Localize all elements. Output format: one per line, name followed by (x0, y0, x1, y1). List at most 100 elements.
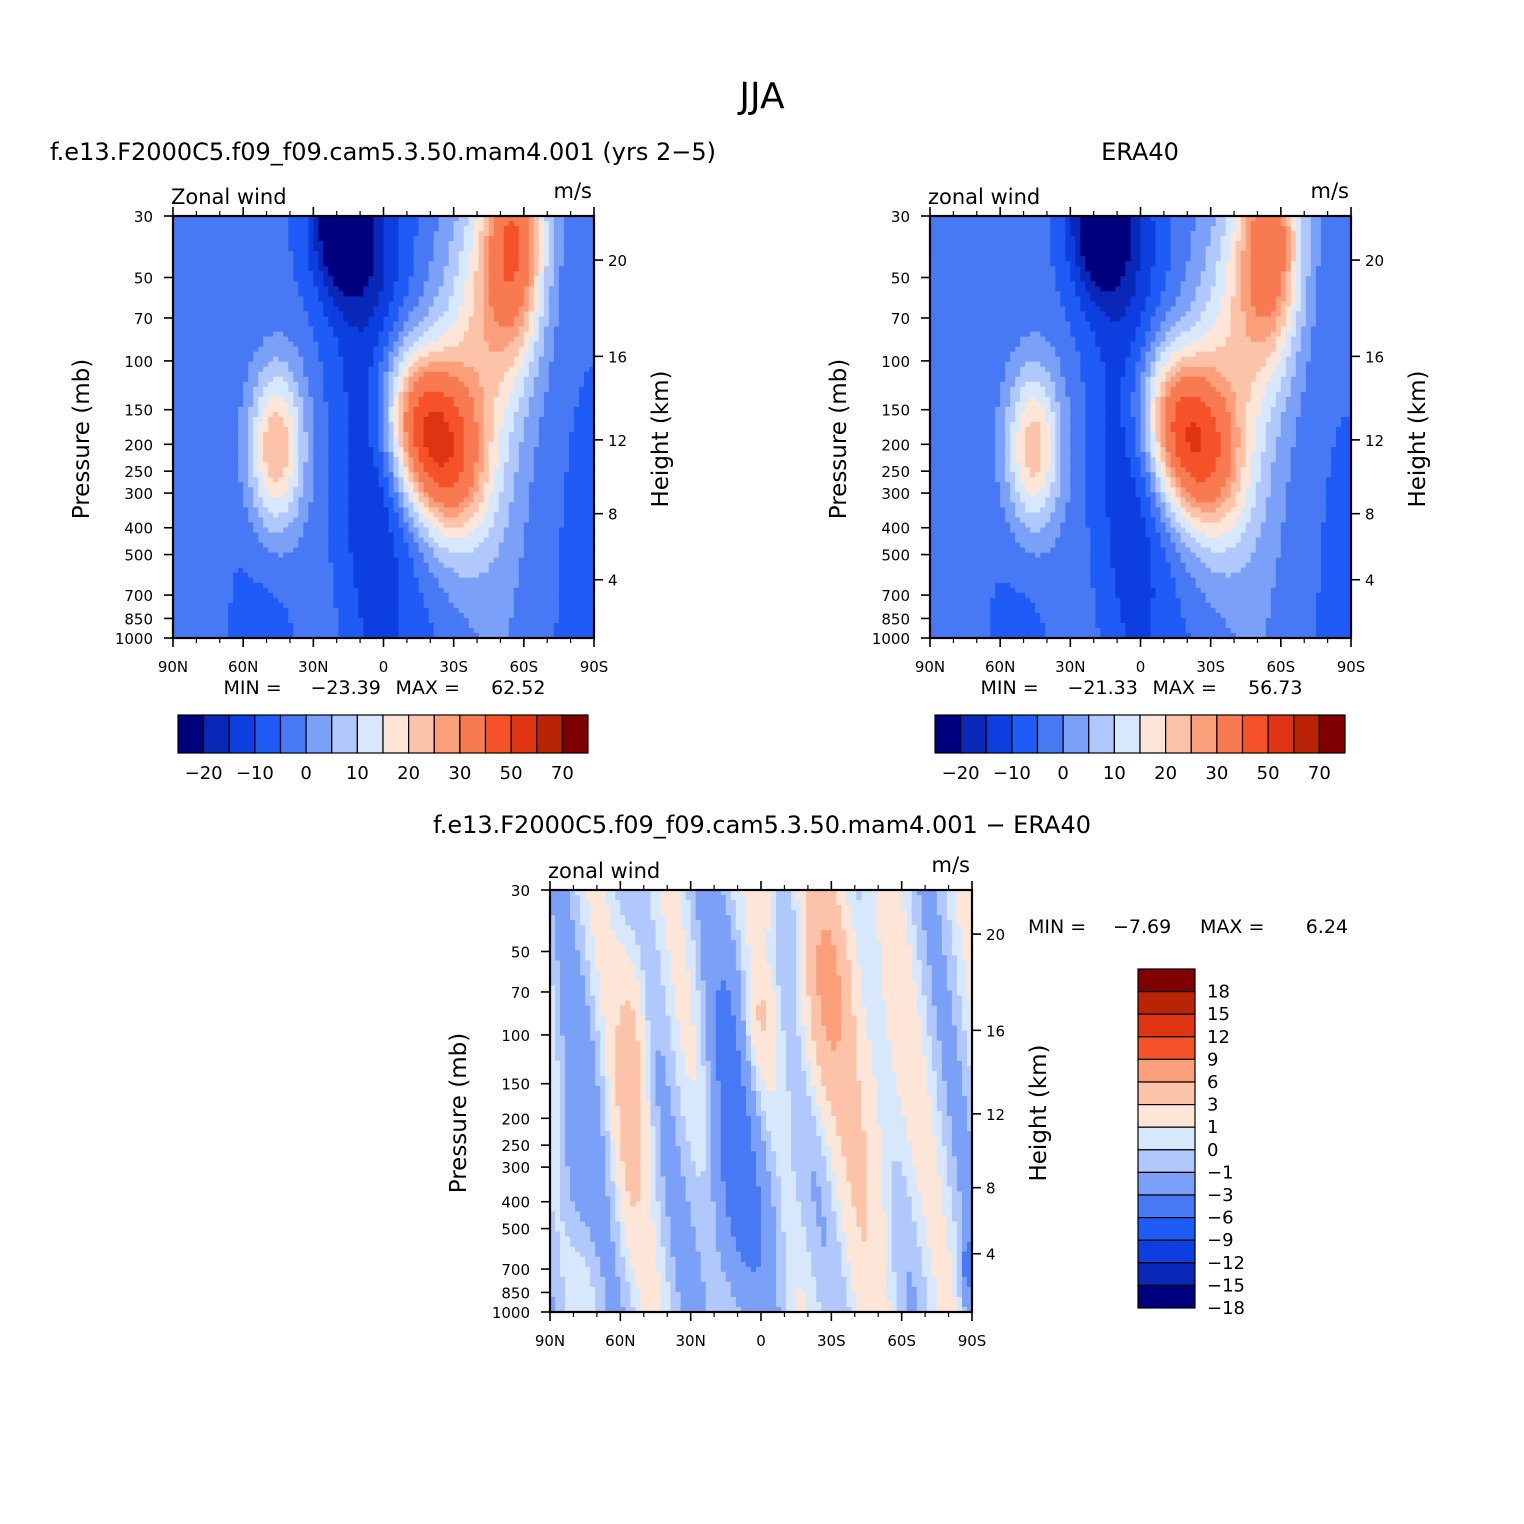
contour-cell (458, 557, 465, 564)
contour-cell (343, 376, 350, 383)
contour-cell (243, 502, 249, 508)
contour-cell (193, 391, 199, 398)
contour-cell (263, 226, 269, 232)
contour-cell (348, 502, 355, 508)
contour-cell (463, 371, 470, 378)
contour-cell (393, 452, 400, 458)
contour-cell (398, 296, 405, 302)
contour-cell (353, 411, 360, 418)
contour-cell (458, 266, 465, 272)
contour-cell (403, 492, 410, 498)
contour-cell (353, 492, 360, 498)
contour-cell (263, 336, 269, 343)
contour-cell (198, 457, 204, 463)
contour-cell (293, 291, 299, 297)
contour-cell (173, 427, 179, 433)
contour-cell (413, 396, 420, 403)
contour-cell (253, 507, 259, 513)
contour-cell (208, 562, 214, 569)
contour-cell (233, 537, 239, 544)
contour-cell (363, 542, 370, 549)
contour-cell (408, 411, 415, 418)
contour-cell (438, 612, 445, 619)
contour-cell (263, 231, 269, 237)
contour-cell (228, 376, 234, 383)
contour-cell (428, 296, 435, 302)
contour-cell (303, 406, 309, 413)
contour-cell (433, 376, 440, 383)
contour-cell (253, 241, 259, 247)
contour-cell (298, 437, 304, 443)
contour-cell (283, 416, 289, 423)
contour-cell (233, 336, 239, 343)
contour-cell (273, 231, 279, 237)
contour-cell (218, 542, 224, 549)
contour-cell (408, 241, 415, 247)
contour-cell (283, 627, 289, 634)
contour-cell (353, 381, 360, 388)
contour-cell (188, 442, 194, 448)
contour-cell (223, 622, 229, 629)
contour-cell (368, 602, 375, 609)
contour-cell (293, 457, 299, 463)
contour-cell (203, 226, 209, 232)
contour-cell (238, 346, 244, 353)
contour-cell (468, 361, 475, 368)
contour-cell (463, 296, 470, 302)
contour-cell (338, 366, 344, 373)
contour-cell (238, 597, 244, 604)
contour-cell (443, 482, 450, 488)
contour-cell (223, 346, 229, 353)
contour-cell (298, 602, 304, 609)
contour-cell (278, 467, 284, 473)
contour-cell (333, 331, 339, 338)
contour-cell (323, 517, 329, 524)
contour-cell (208, 341, 214, 348)
contour-cell (378, 246, 385, 252)
contour-cell (353, 527, 360, 534)
contour-cell (443, 391, 450, 398)
contour-cell (463, 266, 470, 272)
contour-cell (343, 457, 350, 463)
contour-cell (183, 361, 189, 368)
contour-cell (383, 632, 390, 639)
contour-cell (408, 547, 415, 554)
contour-cell (318, 437, 324, 443)
contour-cell (363, 497, 370, 503)
contour-cell (453, 487, 460, 493)
contour-cell (308, 391, 314, 398)
contour-cell (323, 607, 329, 614)
contour-cell (378, 316, 385, 323)
contour-cell (283, 271, 289, 277)
contour-cell (203, 376, 209, 383)
contour-cell (273, 291, 279, 297)
contour-cell (278, 592, 284, 599)
contour-cell (428, 462, 435, 468)
contour-cell (178, 331, 184, 338)
contour-cell (343, 552, 350, 559)
contour-cell (378, 311, 385, 318)
contour-cell (173, 386, 179, 393)
contour-cell (203, 221, 209, 227)
contour-cell (198, 527, 204, 534)
contour-cell (463, 602, 470, 609)
contour-cell (328, 567, 334, 574)
contour-cell (238, 477, 244, 483)
contour-cell (253, 452, 259, 458)
contour-cell (293, 517, 299, 524)
contour-cell (423, 432, 430, 438)
contour-cell (328, 452, 334, 458)
contour-cell (308, 261, 314, 267)
contour-cell (308, 341, 314, 348)
contour-cell (178, 597, 184, 604)
contour-cell (348, 256, 355, 262)
contour-cell (303, 346, 309, 353)
contour-cell (253, 221, 259, 227)
contour-cell (233, 331, 239, 338)
contour-cell (253, 427, 259, 433)
contour-cell (433, 482, 440, 488)
contour-cell (423, 281, 430, 287)
contour-cell (383, 396, 390, 403)
contour-cell (188, 587, 194, 594)
contour-cell (228, 266, 234, 272)
